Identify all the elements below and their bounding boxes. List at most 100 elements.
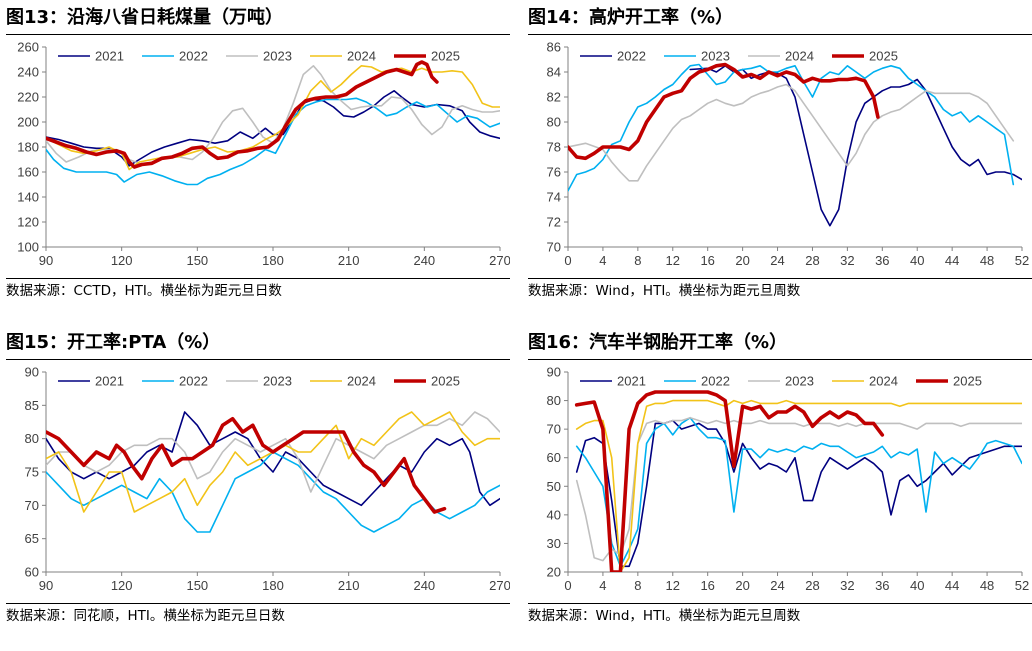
x-tick-label: 12: [666, 253, 680, 268]
x-tick-label: 4: [599, 253, 606, 268]
y-tick-label: 100: [17, 240, 39, 255]
x-tick-label: 240: [413, 253, 435, 268]
x-tick-label: 32: [840, 253, 854, 268]
y-tick-label: 140: [17, 190, 39, 205]
y-tick-label: 20: [547, 565, 561, 580]
plot-area: [46, 60, 500, 186]
panel-fig13: 图13：沿海八省日耗煤量（万吨） 100 120 140 160 180 200 220 24…: [6, 4, 510, 324]
legend-label: 2022: [179, 49, 208, 64]
source-note: 数据来源：Wind，HTI。横坐标为距元旦周数: [528, 283, 801, 299]
y-tick-label: 70: [547, 240, 561, 255]
chart-title: 图15：开工率:PTA（%）: [6, 332, 221, 353]
legend-label: 2025: [431, 374, 460, 389]
y-tick-label: 30: [547, 536, 561, 551]
y-tick-label: 50: [547, 479, 561, 494]
x-tick-label: 48: [980, 253, 994, 268]
title-rule: [528, 359, 1032, 360]
series-line-2025: [568, 62, 880, 161]
y-tick-label: 80: [547, 393, 561, 408]
y-tick-label: 82: [547, 90, 561, 105]
panel-fig15: 图15：开工率:PTA（%） 60 65 70 75 80 85 90 90 120 150 180…: [6, 329, 510, 649]
source-note: 数据来源：同花顺，HTI。横坐标为距元旦日数: [6, 608, 285, 624]
series-line-2024: [575, 399, 1022, 572]
y-tick-label: 260: [17, 40, 39, 55]
y-tick-label: 80: [547, 115, 561, 130]
x-tick-label: 52: [1015, 253, 1029, 268]
y-tick-label: 200: [17, 115, 39, 130]
legend-label: 2024: [347, 374, 376, 389]
x-tick-label: 52: [1015, 578, 1029, 593]
legend: 2021 2022 2023 2024 2025: [58, 374, 460, 389]
legend-label: 2021: [617, 374, 646, 389]
y-tick-label: 70: [547, 422, 561, 437]
series-line-2022: [689, 65, 1022, 227]
panel-fig16: 图16：汽车半钢胎开工率（%） 20 30 40 50 60 70 80 90 0 4 8 12 16 2…: [528, 329, 1032, 649]
plot-area: [46, 411, 500, 533]
x-tick-label: 40: [910, 578, 924, 593]
y-tick-label: 76: [547, 165, 561, 180]
x-tick-label: 12: [666, 578, 680, 593]
legend: 2022 2023 2024 2025: [580, 49, 898, 64]
legend-label: 2025: [869, 49, 898, 64]
x-tick-label: 270: [489, 578, 510, 593]
x-tick-label: 48: [980, 578, 994, 593]
series-line-2024: [46, 65, 500, 171]
x-tick-label: 44: [945, 253, 959, 268]
plot-area: [574, 390, 1022, 572]
series-line-2022: [575, 416, 1022, 568]
y-tick-label: 70: [25, 498, 39, 513]
y-tick-label: 65: [25, 531, 39, 546]
legend-label: 2022: [179, 374, 208, 389]
y-tick-label: 40: [547, 507, 561, 522]
x-tick-label: 20: [735, 578, 749, 593]
panel-fig14: 图14：高炉开工率（%） 70 72 74 76 78 80 82 84 86 0 4 8 12 16 20…: [528, 4, 1032, 324]
y-tick-label: 85: [25, 398, 39, 413]
legend-label: 2023: [263, 49, 292, 64]
legend-label: 2023: [701, 49, 730, 64]
y-tick-label: 72: [547, 215, 561, 230]
y-tick-label: 120: [17, 215, 39, 230]
x-tick-label: 4: [599, 578, 606, 593]
legend-label: 2025: [953, 374, 982, 389]
x-tick-label: 28: [805, 253, 819, 268]
y-tick-label: 86: [547, 40, 561, 55]
legend: 2021 2022 2023 2024 2025: [580, 374, 982, 389]
legend-label: 2024: [869, 374, 898, 389]
x-tick-label: 28: [805, 578, 819, 593]
x-tick-label: 36: [875, 253, 889, 268]
y-tick-label: 90: [25, 365, 39, 380]
series-line-2025: [46, 60, 439, 169]
chart-title: 图14：高炉开工率（%）: [528, 7, 734, 28]
x-tick-label: 120: [111, 253, 133, 268]
x-tick-label: 150: [186, 253, 208, 268]
source-rule: [6, 603, 510, 604]
x-tick-label: 8: [634, 253, 641, 268]
chart-title: 图13：沿海八省日耗煤量（万吨）: [6, 7, 284, 28]
x-tick-label: 180: [262, 253, 284, 268]
source-rule: [528, 278, 1032, 279]
x-tick-label: 20: [735, 253, 749, 268]
line-chart: 100 120 140 160 180 200 220 240 260 90 120 150 180 21…: [17, 40, 510, 269]
legend-label: 2025: [431, 49, 460, 64]
x-tick-label: 16: [700, 253, 714, 268]
legend-label: 2024: [347, 49, 376, 64]
legend-label: 2021: [95, 374, 124, 389]
y-tick-label: 240: [17, 65, 39, 80]
x-tick-label: 40: [910, 253, 924, 268]
x-tick-label: 0: [564, 253, 571, 268]
y-tick-label: 74: [547, 190, 561, 205]
x-tick-label: 270: [489, 253, 510, 268]
series-line-2025: [46, 416, 447, 514]
y-tick-label: 80: [25, 431, 39, 446]
x-tick-label: 8: [634, 578, 641, 593]
series-line-2022: [46, 451, 500, 533]
x-tick-label: 16: [700, 578, 714, 593]
legend-label: 2024: [785, 49, 814, 64]
x-tick-label: 180: [262, 578, 284, 593]
x-tick-label: 240: [413, 578, 435, 593]
series-line-2023: [568, 63, 1015, 192]
y-tick-label: 75: [25, 465, 39, 480]
x-tick-label: 24: [770, 578, 784, 593]
